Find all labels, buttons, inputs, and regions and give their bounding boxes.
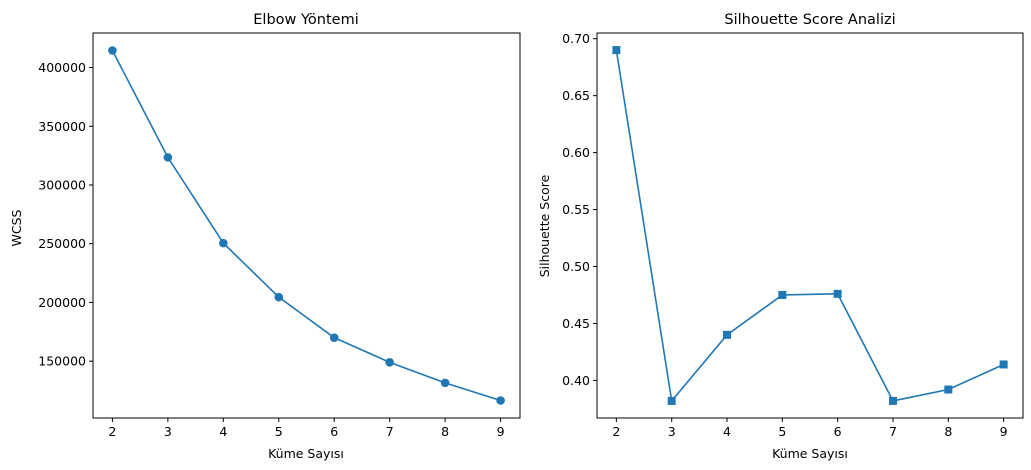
x-tick-label: 3 [164,424,172,439]
data-point [999,360,1008,369]
y-tick-label: 250000 [38,236,86,251]
y-tick-label: 0.40 [562,373,590,388]
x-tick-label: 6 [330,424,338,439]
y-axis-label: WCSS [9,209,24,246]
x-tick-label: 4 [723,424,731,439]
data-point [108,46,117,55]
data-point [888,396,897,405]
x-tick-label: 5 [778,424,786,439]
chart-title: Silhouette Score Analizi [724,12,895,28]
data-point [612,46,621,55]
data-point [723,330,732,339]
x-tick-label: 3 [668,424,676,439]
chart-title: Elbow Yöntemi [253,12,359,28]
x-axis-label: Küme Sayısı [772,446,848,461]
y-tick-label: 150000 [38,354,86,369]
data-point [496,396,505,405]
x-tick-label: 4 [219,424,227,439]
y-tick-label: 0.70 [562,31,590,46]
series-line [615,49,1004,403]
data-point [667,396,676,405]
x-tick-label: 7 [889,424,897,439]
y-tick-label: 300000 [38,177,86,192]
x-tick-label: 5 [275,424,283,439]
x-tick-label: 7 [386,424,394,439]
y-tick-label: 0.45 [562,316,590,331]
x-axis-label: Küme Sayısı [268,446,344,461]
x-tick-label: 8 [944,424,952,439]
series-line [111,50,501,402]
silhouette-chart-panel: Silhouette Score Analizi Küme Sayısı Sil… [537,12,1024,461]
y-tick-label: 350000 [38,119,86,134]
y-tick-label: 0.55 [562,202,590,217]
x-tick-label: 9 [497,424,505,439]
data-point [833,289,842,298]
x-tick-label: 2 [612,424,620,439]
data-point [440,378,450,388]
y-tick-label: 0.65 [562,88,590,103]
x-tick-label: 9 [1000,424,1008,439]
data-point [385,358,394,367]
y-tick-label: 0.50 [562,259,590,274]
data-point [329,333,339,342]
plot-frame [596,32,1024,419]
y-tick-label: 0.60 [562,145,590,160]
data-point [274,292,284,302]
x-tick-label: 2 [108,424,116,439]
data-point [944,385,953,394]
y-tick-label: 200000 [38,295,86,310]
x-tick-label: 8 [441,424,449,439]
elbow-chart-panel: Elbow Yöntemi Küme Sayısı WCSS 2 3 4 5 6 7 8 9 1… [9,12,521,461]
data-point [163,153,173,162]
y-axis-label: Silhouette Score [537,174,552,277]
plot-frame [92,32,521,419]
data-point [219,238,228,248]
data-point [778,290,787,299]
x-tick-label: 6 [834,424,842,439]
y-tick-label: 400000 [38,60,86,75]
